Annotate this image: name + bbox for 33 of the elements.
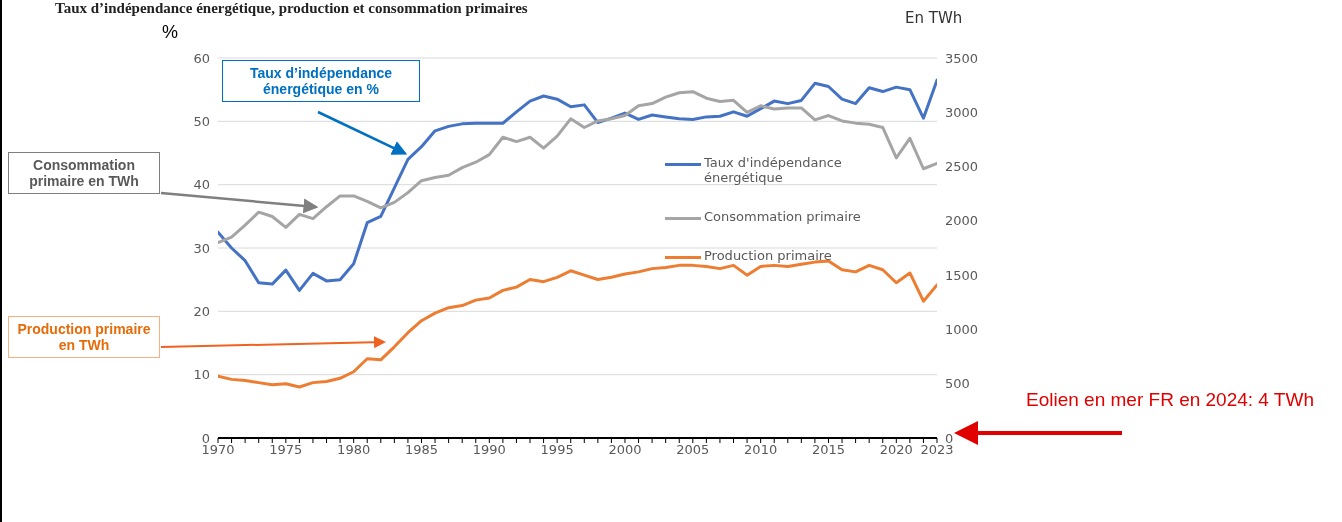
legend-label: Production primaire — [704, 248, 832, 263]
y-tick-label: 50 — [193, 113, 210, 129]
legend-label: Taux d'indépendance énergétique — [704, 155, 843, 185]
y2-tick-label: 3000 — [945, 104, 979, 120]
y-tick-label: 40 — [193, 177, 210, 193]
x-tick-label: 2015 — [811, 442, 846, 458]
y2-tick-label: 2500 — [945, 159, 979, 175]
x-tick-label: 2010 — [744, 442, 778, 458]
annotation: Taux d’indépendance énergétique en % — [222, 60, 420, 102]
x-tick-label: 1980 — [337, 442, 371, 458]
x-tick-label: 1985 — [404, 442, 439, 458]
chart-title: Taux d’indépendance énergétique, production et consommation primaires — [55, 0, 528, 17]
y2-tick-label: 3500 — [945, 50, 979, 66]
y2-tick-label: 2000 — [945, 213, 979, 229]
x-tick-label: 1975 — [269, 442, 303, 458]
text: Eolien en mer FR en 2024: 4 TWh — [1025, 388, 1315, 412]
text: Production primaire en TWh — [8, 316, 160, 358]
x-tick-label: 2000 — [608, 442, 642, 458]
y2-axis-title: En TWh — [905, 9, 963, 27]
y2-tick-label: 1500 — [945, 267, 979, 283]
legend-label: Consommation primaire — [704, 209, 861, 224]
x-tick-label: 2005 — [676, 442, 710, 458]
x-tick-label: 1995 — [540, 442, 574, 458]
y2-tick-label: 500 — [945, 376, 970, 392]
text: Consommation primaire en TWh — [8, 152, 160, 194]
y-tick-label: 20 — [193, 303, 210, 319]
y-tick-label: 10 — [193, 367, 210, 383]
y-tick-label: 30 — [193, 240, 210, 256]
y-tick-label: 60 — [193, 50, 210, 66]
y2-tick-label: 1000 — [945, 322, 979, 338]
y-axis-title: % — [162, 22, 179, 43]
x-tick-label: 1990 — [472, 442, 506, 458]
x-tick-label: 2020 — [879, 442, 913, 458]
